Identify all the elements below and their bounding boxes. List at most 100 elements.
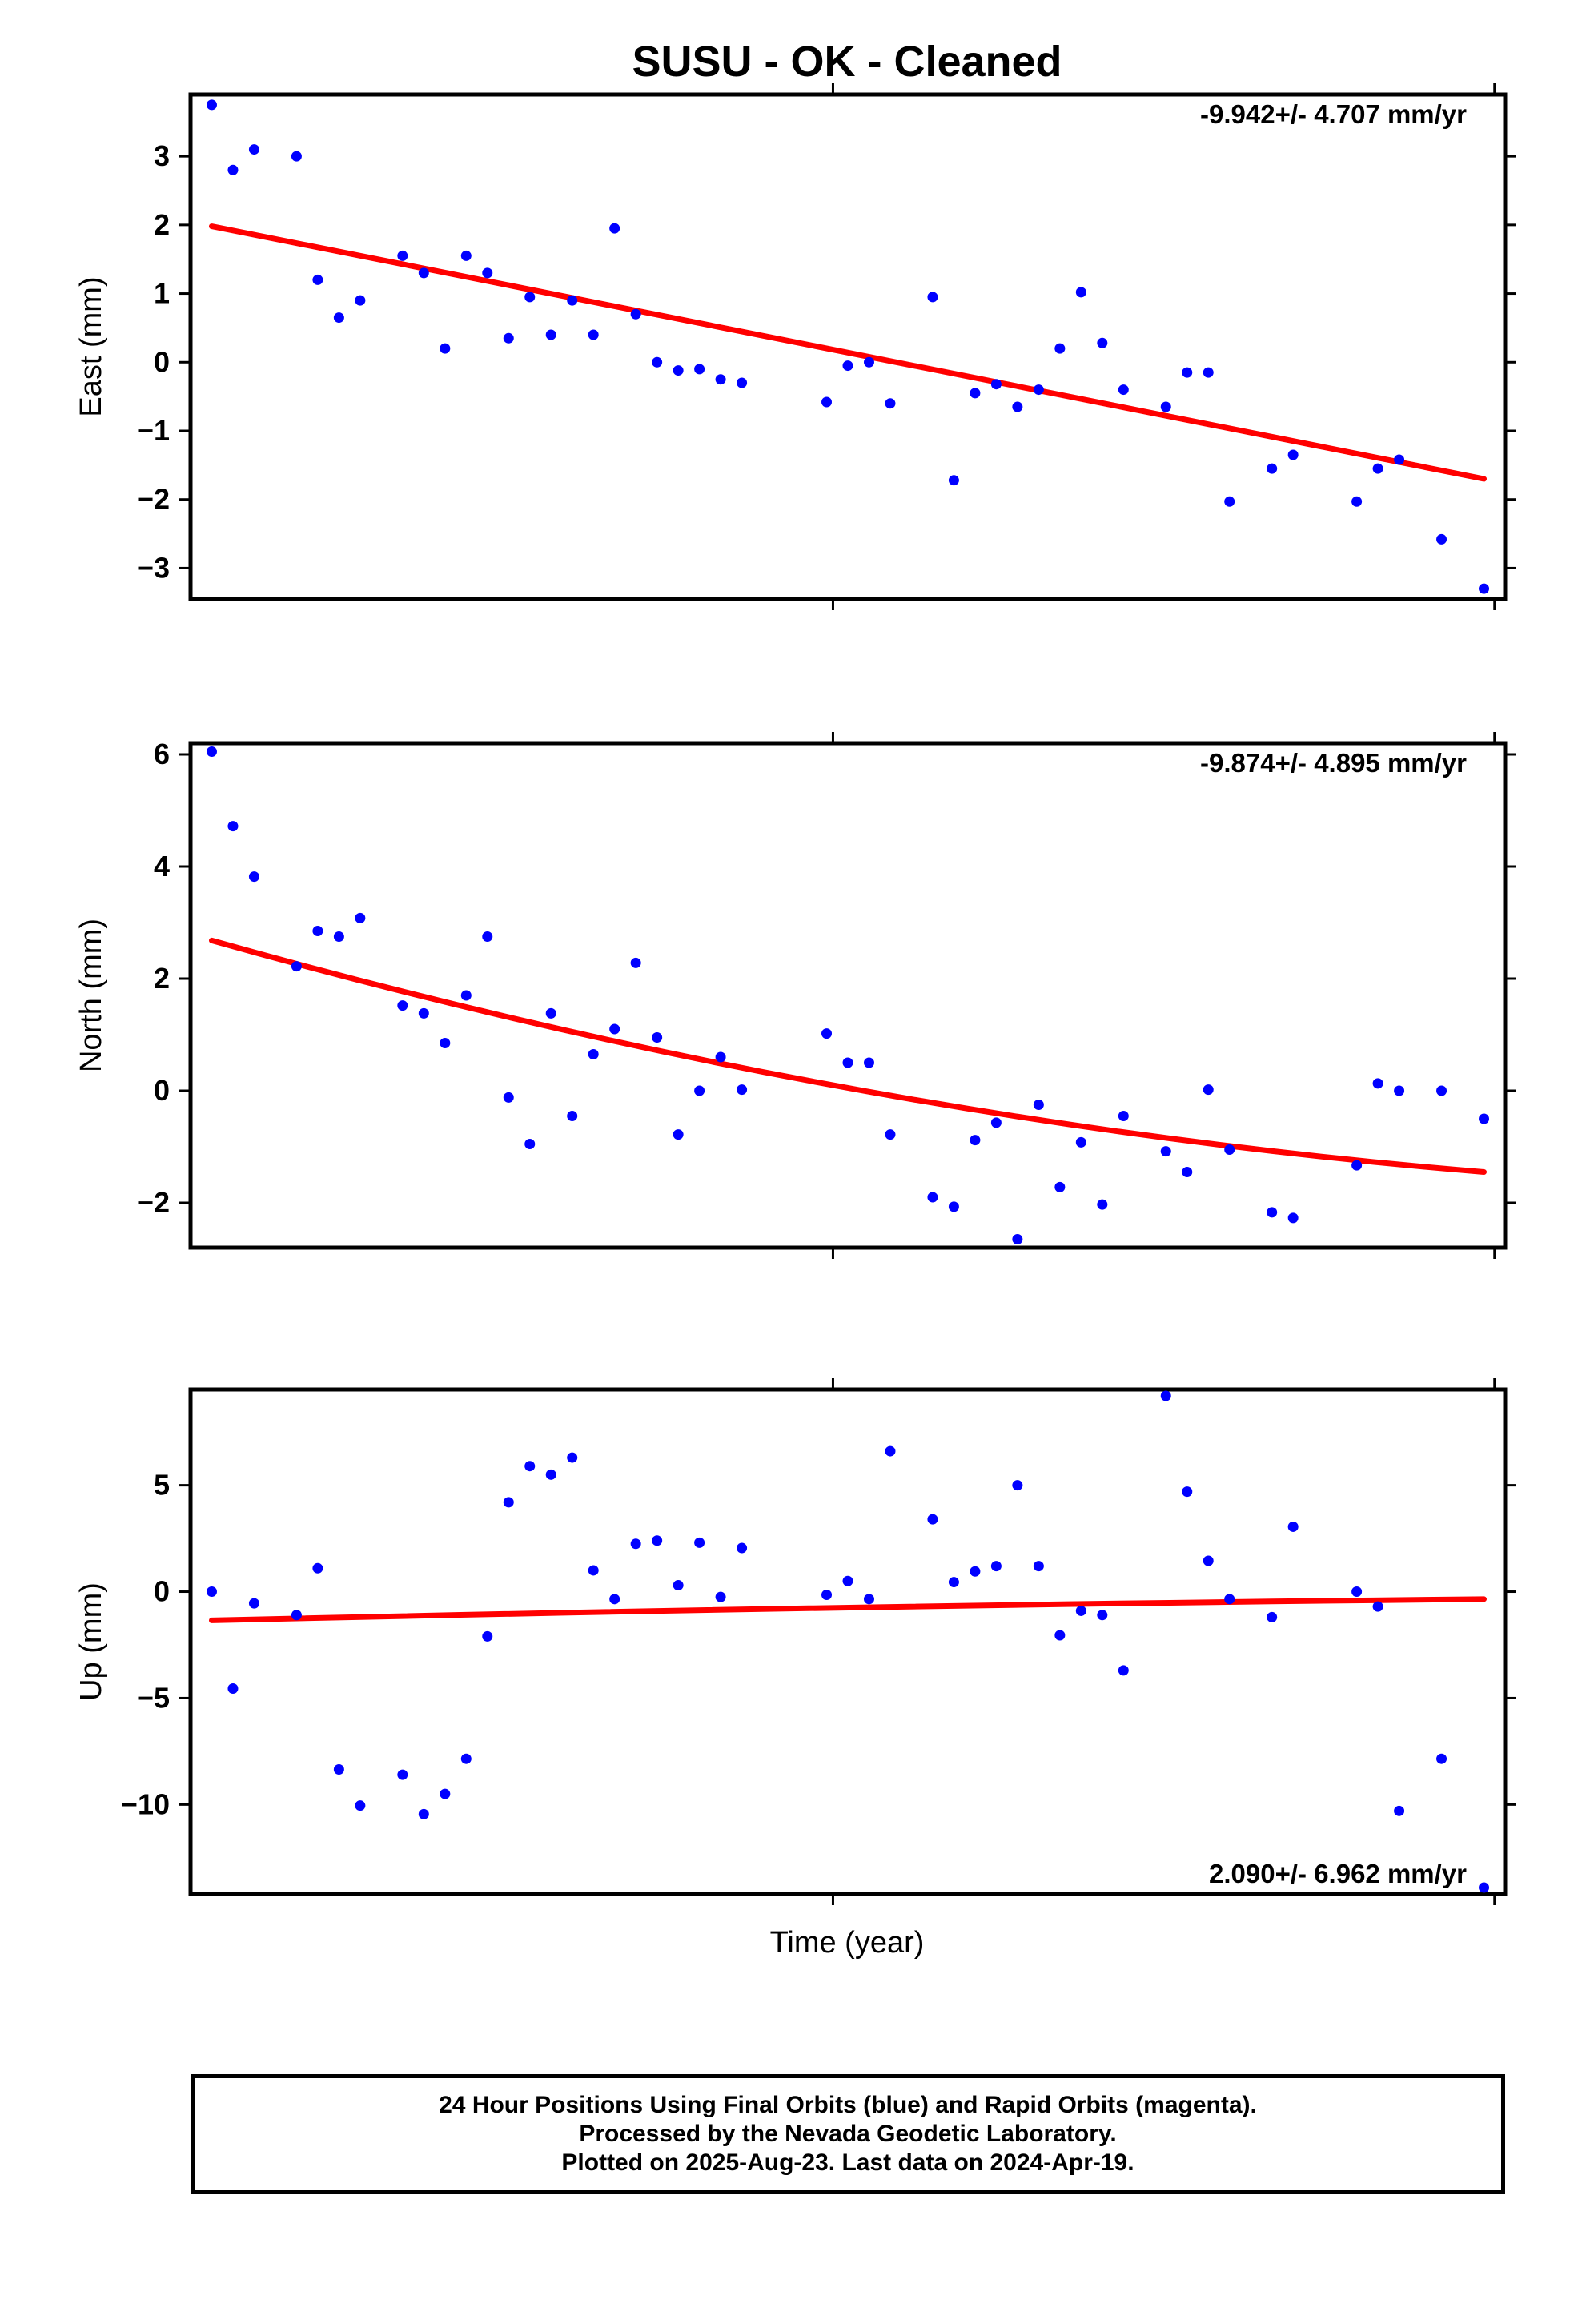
- north-data-point: [990, 1117, 1002, 1128]
- up-data-point: [588, 1565, 599, 1576]
- north-data-point: [588, 1049, 599, 1059]
- north-data-point: [1224, 1144, 1235, 1155]
- east-frame: [188, 92, 1508, 601]
- north-data-point: [1372, 1078, 1383, 1089]
- north-data-point: [970, 1135, 981, 1146]
- up-data-point: [291, 1610, 302, 1621]
- footer-line-plotted: Plotted on 2025-Aug-23. Last data on 202…: [561, 2149, 1134, 2176]
- up-data-point: [248, 1598, 259, 1609]
- up-ytick-label: −5: [137, 1681, 170, 1714]
- east-data-point: [673, 365, 684, 376]
- north-trend-line: [208, 937, 1488, 1175]
- up-data-point: [694, 1537, 705, 1548]
- up-data-point: [737, 1542, 748, 1554]
- north-data-point: [1351, 1160, 1363, 1171]
- north-ytick-label: 0: [154, 1074, 170, 1107]
- up-data-point: [545, 1469, 556, 1480]
- up-data-point: [630, 1538, 641, 1550]
- up-data-point: [1203, 1555, 1214, 1566]
- north-data-point: [1287, 1212, 1299, 1224]
- north-data-point: [863, 1057, 874, 1068]
- north-ytick-label: 6: [154, 738, 170, 770]
- footer-note: 24 Hour Positions Using Final Orbits (bl…: [191, 2074, 1505, 2194]
- east-data-point: [1436, 533, 1447, 545]
- east-data-point: [694, 364, 705, 375]
- north-data-point: [927, 1192, 938, 1203]
- north-data-point: [206, 746, 217, 757]
- north-panel: 6 4 2 0 −2 North (mm) -9.874+/- 4.895 mm/yr: [74, 732, 1516, 1259]
- up-data-point: [227, 1683, 239, 1694]
- north-data-point: [630, 957, 641, 968]
- up-data-point: [1075, 1605, 1086, 1616]
- north-data-point: [842, 1057, 853, 1068]
- east-data-point: [248, 144, 259, 155]
- north-data-point: [609, 1023, 620, 1035]
- east-data-point: [990, 379, 1002, 390]
- east-data-point: [885, 398, 896, 409]
- up-ytick-label: 5: [154, 1469, 170, 1502]
- east-data-point: [842, 360, 853, 372]
- up-data-point: [482, 1630, 493, 1642]
- up-data-point: [948, 1577, 959, 1588]
- north-data-point: [482, 931, 493, 942]
- up-data-point: [524, 1461, 536, 1472]
- east-data-point: [1351, 496, 1363, 507]
- up-panel: 5 0 −5 −10 Up (mm) 2.090+/- 6.962 mm/yr: [74, 1378, 1516, 1905]
- up-data-point: [990, 1561, 1002, 1572]
- north-y-axis-label: North (mm): [74, 919, 108, 1072]
- up-data-point: [567, 1452, 578, 1463]
- north-data-point: [440, 1038, 451, 1048]
- up-rate-label: 2.090+/- 6.962 mm/yr: [1209, 1859, 1467, 1888]
- up-data-point: [206, 1586, 217, 1598]
- east-data-point: [715, 374, 726, 385]
- east-data-point: [1394, 454, 1405, 465]
- north-data-point: [694, 1085, 705, 1096]
- east-ytick-label: −2: [137, 483, 170, 516]
- east-data-point: [545, 329, 556, 340]
- north-data-point: [1203, 1084, 1214, 1096]
- east-ytick-label: −3: [137, 551, 170, 584]
- up-data-point: [970, 1566, 981, 1577]
- north-data-point: [821, 1028, 833, 1039]
- up-data-point: [440, 1788, 451, 1799]
- north-ytick-label: 4: [154, 850, 170, 883]
- east-data-point: [524, 292, 536, 303]
- up-ytick-label: 0: [154, 1575, 170, 1608]
- up-data-point: [503, 1497, 514, 1508]
- east-data-point: [1118, 384, 1129, 396]
- up-data-point: [1479, 1882, 1490, 1893]
- north-data-point: [545, 1007, 556, 1019]
- east-data-point: [652, 356, 663, 368]
- chart-panels: 3 2 1 0 −1 −2 −3 East (mm) -9.942+/- 4.707 mm/yr…: [74, 83, 1516, 1905]
- north-data-point: [567, 1111, 578, 1121]
- east-data-point: [1075, 287, 1086, 298]
- east-data-point: [630, 308, 641, 320]
- up-frame: [188, 1387, 1508, 1896]
- east-data-point: [1267, 463, 1278, 474]
- north-data-point: [737, 1084, 748, 1096]
- east-data-point: [291, 151, 302, 162]
- up-data-point: [652, 1535, 663, 1546]
- east-data-point: [227, 164, 239, 175]
- east-data-point: [948, 475, 959, 486]
- north-data-point: [397, 1000, 408, 1011]
- east-data-point: [482, 267, 493, 279]
- north-data-point: [227, 821, 239, 832]
- up-data-point: [1436, 1753, 1447, 1764]
- north-data-point: [355, 912, 366, 923]
- up-data-point: [1267, 1611, 1278, 1622]
- up-data-point: [1394, 1805, 1405, 1816]
- east-data-point: [1203, 367, 1214, 378]
- x-axis-label: Time (year): [770, 1926, 925, 1960]
- north-data-point: [291, 961, 302, 972]
- up-data-point: [418, 1808, 429, 1819]
- up-data-point: [1160, 1390, 1171, 1401]
- up-ytick-label: −10: [121, 1787, 170, 1820]
- up-data-point: [863, 1594, 874, 1605]
- footer-line-orbits: 24 Hour Positions Using Final Orbits (bl…: [439, 2092, 1257, 2118]
- east-data-point: [1224, 496, 1235, 507]
- up-y-axis-label: Up (mm): [74, 1582, 108, 1701]
- up-data-point: [1351, 1586, 1363, 1598]
- north-ytick-label: −2: [137, 1186, 170, 1219]
- up-data-point: [609, 1594, 620, 1605]
